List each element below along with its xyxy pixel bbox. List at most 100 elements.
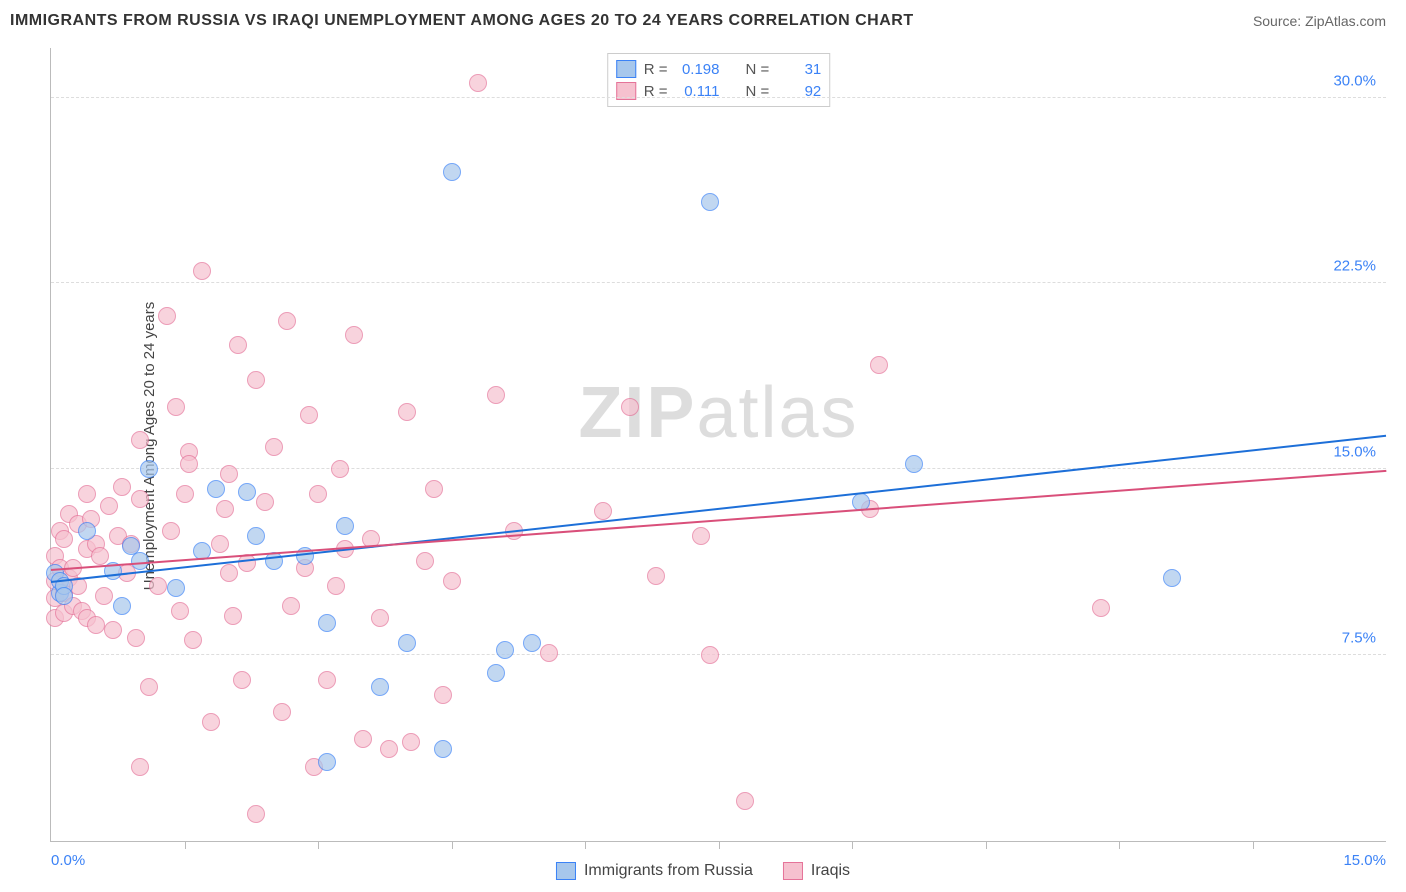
swatch-russia	[616, 60, 636, 78]
data-point-iraqis	[78, 485, 96, 503]
data-point-iraqis	[104, 621, 122, 639]
data-point-iraqis	[127, 629, 145, 647]
x-tick	[185, 841, 186, 849]
legend-item-iraqis: Iraqis	[783, 862, 850, 880]
data-point-iraqis	[247, 371, 265, 389]
data-point-iraqis	[594, 502, 612, 520]
x-tick	[986, 841, 987, 849]
legend-row-iraqis: R = 0.111 N = 92	[616, 80, 822, 102]
data-point-iraqis	[398, 403, 416, 421]
data-point-iraqis	[736, 792, 754, 810]
data-point-iraqis	[300, 406, 318, 424]
data-point-iraqis	[158, 307, 176, 325]
data-point-iraqis	[621, 398, 639, 416]
data-point-iraqis	[220, 564, 238, 582]
data-point-iraqis	[443, 572, 461, 590]
data-point-russia	[78, 522, 96, 540]
watermark-bold: ZIP	[578, 373, 696, 453]
y-tick-label: 7.5%	[1342, 630, 1376, 647]
data-point-iraqis	[216, 500, 234, 518]
data-point-iraqis	[184, 631, 202, 649]
data-point-iraqis	[211, 535, 229, 553]
data-point-iraqis	[55, 530, 73, 548]
scatter-plot-area: ZIPatlas R = 0.198 N = 31 R = 0.111 N = …	[50, 48, 1386, 842]
data-point-iraqis	[100, 497, 118, 515]
x-tick	[452, 841, 453, 849]
data-point-russia	[434, 740, 452, 758]
r-label: R =	[644, 61, 668, 78]
data-point-iraqis	[331, 460, 349, 478]
gridline	[51, 97, 1386, 98]
data-point-iraqis	[91, 547, 109, 565]
data-point-iraqis	[540, 644, 558, 662]
legend-item-russia: Immigrants from Russia	[556, 862, 753, 880]
data-point-iraqis	[273, 703, 291, 721]
legend-label-iraqis: Iraqis	[811, 862, 850, 880]
x-tick-label: 0.0%	[51, 852, 85, 869]
gridline	[51, 282, 1386, 283]
data-point-russia	[113, 597, 131, 615]
data-point-iraqis	[220, 465, 238, 483]
data-point-russia	[167, 579, 185, 597]
x-tick	[852, 841, 853, 849]
data-point-iraqis	[95, 587, 113, 605]
r-value-russia: 0.198	[676, 61, 720, 78]
data-point-iraqis	[202, 713, 220, 731]
data-point-iraqis	[113, 478, 131, 496]
x-tick	[585, 841, 586, 849]
data-point-russia	[140, 460, 158, 478]
data-point-iraqis	[309, 485, 327, 503]
trend-line-russia	[51, 435, 1386, 583]
data-point-russia	[1163, 569, 1181, 587]
data-point-iraqis	[180, 455, 198, 473]
data-point-iraqis	[162, 522, 180, 540]
data-point-russia	[523, 634, 541, 652]
x-tick	[318, 841, 319, 849]
data-point-iraqis	[371, 609, 389, 627]
gridline	[51, 468, 1386, 469]
source-attribution: Source: ZipAtlas.com	[1253, 13, 1386, 29]
data-point-iraqis	[238, 554, 256, 572]
data-point-russia	[55, 587, 73, 605]
watermark: ZIPatlas	[578, 372, 858, 454]
chart-title: IMMIGRANTS FROM RUSSIA VS IRAQI UNEMPLOY…	[10, 12, 914, 30]
x-tick	[719, 841, 720, 849]
data-point-russia	[496, 641, 514, 659]
data-point-iraqis	[131, 758, 149, 776]
data-point-iraqis	[265, 438, 283, 456]
n-value-russia: 31	[777, 61, 821, 78]
data-point-russia	[318, 614, 336, 632]
swatch-iraqis	[783, 862, 803, 880]
x-tick	[1119, 841, 1120, 849]
data-point-iraqis	[692, 527, 710, 545]
data-point-iraqis	[224, 607, 242, 625]
data-point-iraqis	[247, 805, 265, 823]
data-point-iraqis	[193, 262, 211, 280]
data-point-iraqis	[278, 312, 296, 330]
data-point-iraqis	[131, 490, 149, 508]
data-point-iraqis	[469, 74, 487, 92]
data-point-iraqis	[647, 567, 665, 585]
data-point-russia	[398, 634, 416, 652]
data-point-russia	[318, 753, 336, 771]
data-point-iraqis	[345, 326, 363, 344]
data-point-russia	[443, 163, 461, 181]
data-point-iraqis	[149, 577, 167, 595]
watermark-light: atlas	[696, 373, 858, 453]
data-point-russia	[371, 678, 389, 696]
legend-row-russia: R = 0.198 N = 31	[616, 58, 822, 80]
data-point-russia	[701, 193, 719, 211]
swatch-russia	[556, 862, 576, 880]
data-point-iraqis	[282, 597, 300, 615]
y-tick-label: 30.0%	[1333, 72, 1376, 89]
data-point-iraqis	[870, 356, 888, 374]
data-point-iraqis	[380, 740, 398, 758]
data-point-iraqis	[487, 386, 505, 404]
data-point-iraqis	[171, 602, 189, 620]
n-label: N =	[746, 61, 770, 78]
data-point-iraqis	[140, 678, 158, 696]
data-point-iraqis	[229, 336, 247, 354]
data-point-iraqis	[434, 686, 452, 704]
correlation-legend: R = 0.198 N = 31 R = 0.111 N = 92	[607, 53, 831, 107]
legend-label-russia: Immigrants from Russia	[584, 862, 753, 880]
